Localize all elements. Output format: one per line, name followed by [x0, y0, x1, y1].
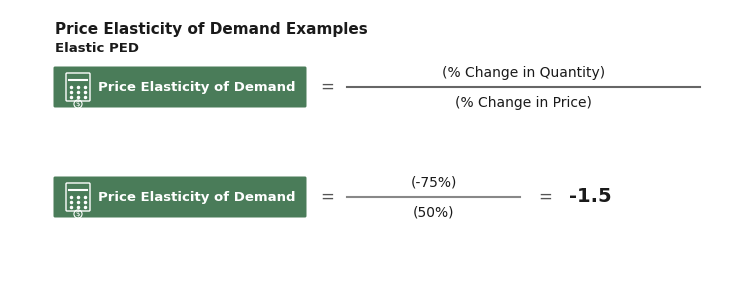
Text: (% Change in Price): (% Change in Price) [455, 96, 592, 110]
Text: =: = [320, 188, 334, 206]
Text: Price Elasticity of Demand: Price Elasticity of Demand [98, 80, 296, 94]
Text: (50%): (50%) [413, 206, 454, 220]
Text: Price Elasticity of Demand Examples: Price Elasticity of Demand Examples [55, 22, 368, 37]
Text: Elastic PED: Elastic PED [55, 42, 139, 55]
FancyBboxPatch shape [53, 176, 307, 218]
Text: =: = [320, 78, 334, 96]
Text: =: = [538, 188, 552, 206]
Text: $: $ [76, 211, 80, 217]
Text: (-75%): (-75%) [410, 176, 457, 190]
FancyBboxPatch shape [53, 66, 307, 108]
Text: Price Elasticity of Demand: Price Elasticity of Demand [98, 190, 296, 204]
Text: -1.5: -1.5 [568, 187, 611, 207]
Text: (% Change in Quantity): (% Change in Quantity) [442, 66, 605, 80]
Text: $: $ [76, 101, 80, 107]
